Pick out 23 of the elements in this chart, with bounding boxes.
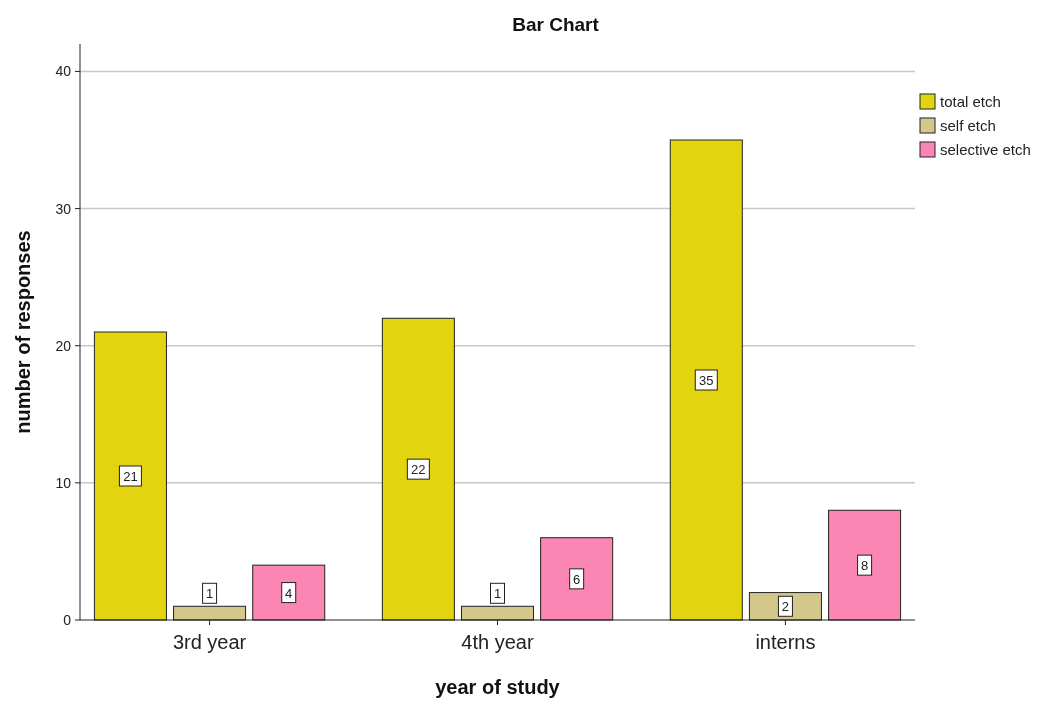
x-axis-title: year of study [435,676,561,698]
y-tick-label: 40 [55,63,72,80]
y-axis-title: number of responses [12,230,34,434]
chart-title: Bar Chart [512,14,600,35]
data-label: 6 [573,571,581,587]
y-tick-label: 0 [63,612,72,628]
legend-label: self etch [940,117,996,134]
data-label: 35 [699,373,714,388]
legend-label: selective etch [940,141,1031,158]
x-tick-label: interns [755,631,816,653]
data-label: 8 [860,558,869,574]
x-tick-label: 4th year [461,631,534,653]
data-label: 1 [493,586,502,602]
data-label: 4 [285,585,293,601]
data-label: 21 [123,469,138,484]
y-tick-label: 20 [55,337,72,354]
y-tick-label: 10 [55,474,72,491]
legend-label: total etch [940,93,1001,110]
data-label: 22 [411,462,426,478]
data-label: 2 [781,599,790,615]
x-tick-label: 3rd year [172,631,247,653]
y-tick-label: 30 [55,200,72,217]
data-label: 1 [205,586,214,602]
